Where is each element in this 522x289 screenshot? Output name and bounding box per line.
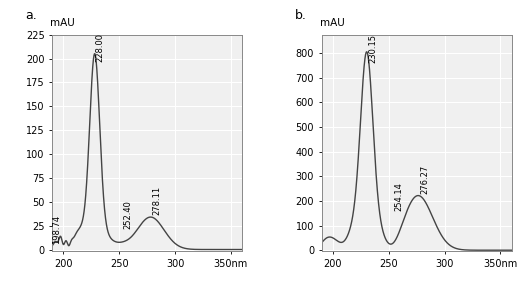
Text: 230.15: 230.15 [369,34,378,63]
Text: mAU: mAU [50,18,75,28]
Text: 228.00: 228.00 [96,33,105,62]
Text: b.: b. [295,9,307,22]
Text: 276.27: 276.27 [420,165,429,194]
Text: 252.40: 252.40 [123,200,132,229]
Text: 198.74: 198.74 [52,215,62,244]
Text: a.: a. [26,9,38,22]
Text: mAU: mAU [320,18,345,28]
Text: 278.11: 278.11 [153,186,162,215]
Text: 254.14: 254.14 [395,182,404,211]
